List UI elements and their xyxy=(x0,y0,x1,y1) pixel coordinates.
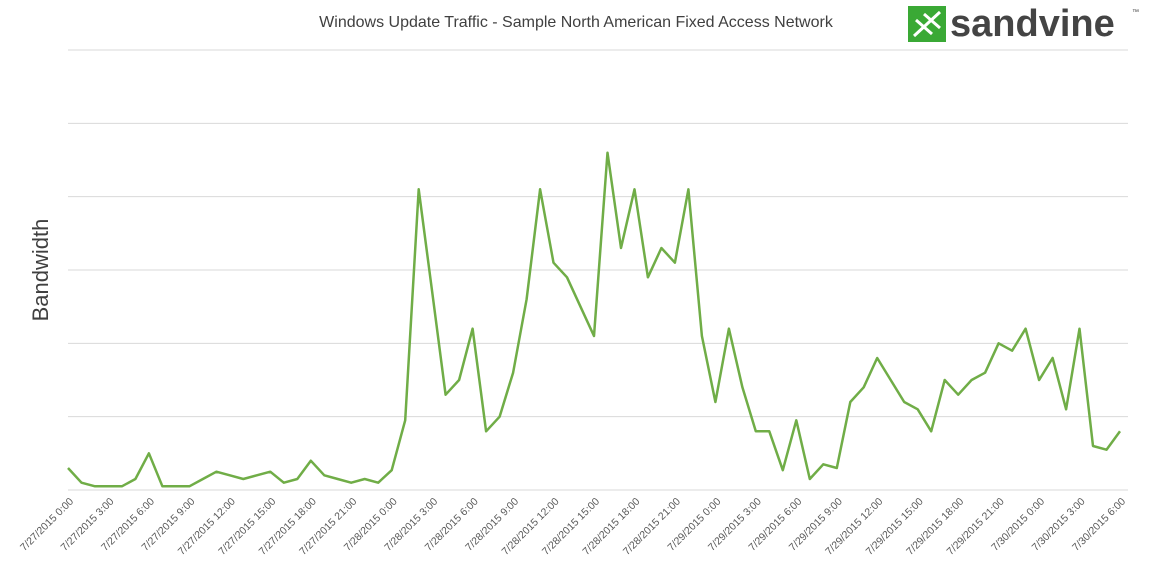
logo-text: sandvine xyxy=(950,3,1115,45)
data-line xyxy=(67,151,1122,488)
logo-trademark: ™ xyxy=(1132,9,1139,16)
chart-title: Windows Update Traffic - Sample North Am… xyxy=(319,14,834,31)
logo: sandvine ™ xyxy=(908,3,1139,45)
y-axis-label: Bandwidth xyxy=(28,219,53,322)
logo-icon-lines xyxy=(912,10,942,38)
